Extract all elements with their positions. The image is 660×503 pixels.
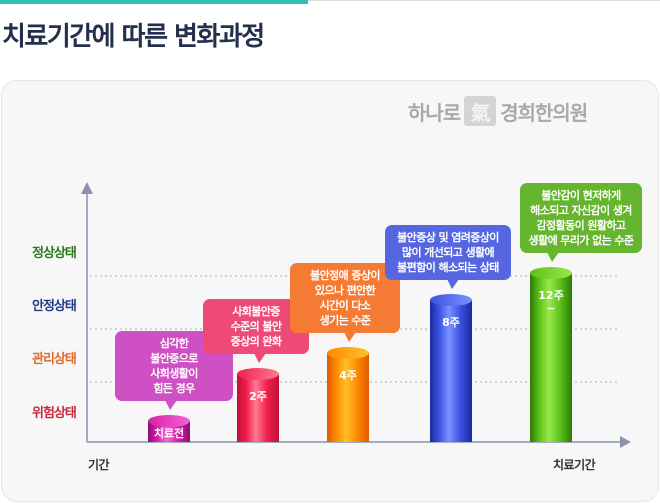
y-level-label: 정상상태 <box>32 246 77 261</box>
note-line: 생기는 수준 <box>319 314 371 327</box>
note-tail <box>254 353 266 363</box>
top-accent-bar <box>0 0 308 4</box>
bar: 4주 <box>327 347 369 442</box>
bar-label: 치료전 <box>148 427 190 440</box>
note-line: 불편함이 해소되는 상태 <box>397 261 499 274</box>
y-level-label: 안정상태 <box>32 299 77 314</box>
bar-cap <box>430 294 472 306</box>
bar: 치료전 <box>148 415 190 442</box>
note-line: 생활에 무리가 없는 수준 <box>528 234 634 247</box>
note-line: 힘든 경우 <box>153 382 195 395</box>
note-tail <box>547 252 559 262</box>
bar-value-text: 8주 <box>442 316 460 329</box>
bar-label: 8주 <box>430 316 472 329</box>
y-axis-arrow-icon <box>81 182 93 194</box>
note-line: 해소되고 자신감이 생겨 <box>530 204 632 217</box>
bar-body <box>430 300 472 442</box>
note-line: 감정활동이 원활하고 <box>536 219 627 232</box>
bar-cap <box>327 347 369 359</box>
bar-cap <box>148 415 190 427</box>
note-line: 있으나 편안한 <box>314 284 376 297</box>
bar-sub-text: ~ <box>546 302 556 315</box>
note-line: 증상의 완화 <box>230 335 282 348</box>
bar-body <box>327 353 369 442</box>
note-line: 불안정애 증상이 <box>310 269 380 282</box>
note-line: 수준의 불안 <box>230 320 282 333</box>
note-line: 불안증으로 <box>150 352 198 365</box>
note-line: 사회생활이 <box>150 367 198 380</box>
bar-body <box>237 374 279 442</box>
clinic-logo: 하나로 氣 경희한의원 <box>408 94 588 128</box>
note-tail <box>344 332 356 342</box>
logo-mark-icon: 氣 <box>464 96 497 126</box>
y-axis-title: 기간 <box>88 458 110 472</box>
note-tail <box>447 279 459 289</box>
note-line: 심각한 <box>159 337 189 350</box>
note-line: 불안증상 및 염려증상이 <box>397 231 499 244</box>
note-tail <box>165 400 177 410</box>
page-title: 치료기간에 따른 변화과정 <box>2 22 265 52</box>
bar-cap <box>237 368 279 380</box>
bar-value-text: 12주 <box>538 289 564 302</box>
x-axis-title: 치료기간 <box>553 458 596 472</box>
y-level-label: 관리상태 <box>32 352 77 367</box>
bar-value-text: 치료전 <box>153 427 185 440</box>
bar: 2주 <box>237 368 279 442</box>
note-line: 시간이 다소 <box>319 299 371 312</box>
x-axis-arrow-icon <box>620 436 631 448</box>
note-line: 사회불안증 <box>232 305 280 318</box>
logo-left-text: 하나로 <box>408 100 461 125</box>
bar-value-text: 2주 <box>249 390 267 403</box>
top-divider <box>308 0 660 1</box>
bar-label: 12주 ~ <box>530 289 572 315</box>
y-level-label: 위험상태 <box>32 406 77 421</box>
bar-cap <box>530 267 572 279</box>
bar-value-text: 4주 <box>339 369 357 382</box>
logo-right-text: 경희한의원 <box>500 100 588 125</box>
bar-label: 2주 <box>237 390 279 403</box>
bar-body <box>530 273 572 442</box>
bar-label: 4주 <box>327 369 369 382</box>
bar: 12주 ~ <box>530 267 572 442</box>
note-line: 많이 개선되고 생활에 <box>401 246 495 259</box>
bar: 8주 <box>430 294 472 442</box>
note-line: 불안감이 현저하게 <box>541 189 621 202</box>
